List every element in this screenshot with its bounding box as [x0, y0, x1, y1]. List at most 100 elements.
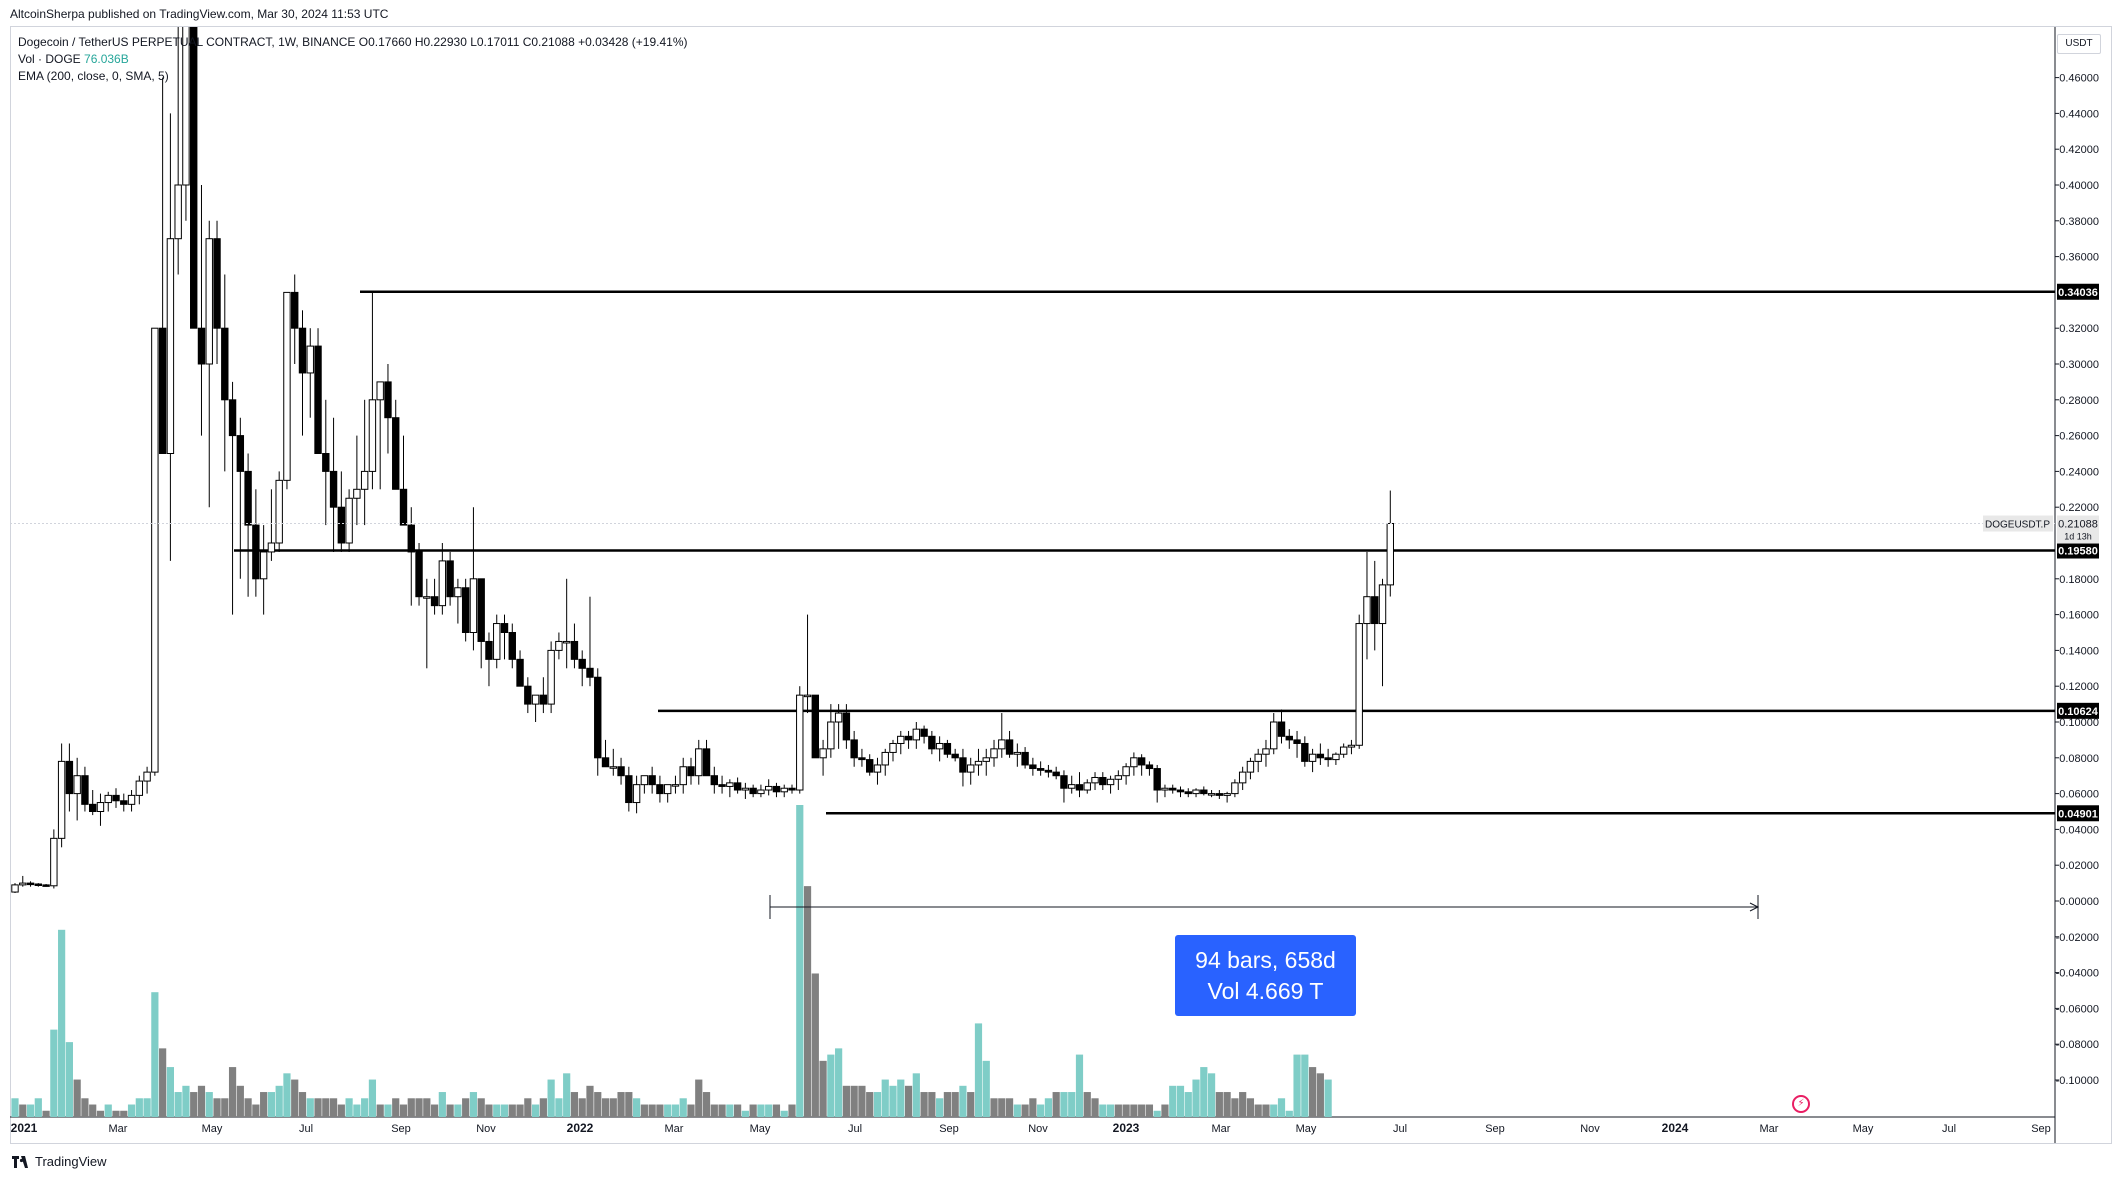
candle[interactable] [982, 748, 990, 776]
candle[interactable] [1277, 709, 1286, 744]
candle[interactable] [1293, 730, 1301, 758]
candle[interactable] [889, 739, 897, 762]
candle[interactable] [120, 793, 128, 812]
candle[interactable] [423, 578, 431, 669]
candle[interactable] [454, 578, 462, 624]
candle[interactable] [469, 507, 478, 651]
candle[interactable] [974, 748, 983, 776]
candle[interactable] [1083, 779, 1091, 794]
candle[interactable] [1161, 784, 1169, 798]
candle[interactable] [1145, 761, 1154, 776]
candle[interactable] [104, 791, 112, 812]
candle[interactable] [1013, 743, 1022, 767]
candle[interactable] [1153, 764, 1161, 803]
candle[interactable] [656, 775, 664, 803]
candle[interactable] [337, 471, 346, 552]
candle[interactable] [827, 704, 835, 758]
candle[interactable] [399, 435, 408, 526]
candle[interactable] [998, 713, 1006, 758]
candle[interactable] [726, 779, 734, 798]
candle[interactable] [376, 381, 384, 490]
candle[interactable] [1200, 786, 1208, 796]
candle[interactable] [446, 551, 454, 606]
candle[interactable] [228, 381, 237, 615]
candle[interactable] [485, 632, 493, 687]
candle[interactable] [415, 543, 423, 606]
candle[interactable] [252, 489, 260, 597]
candle[interactable] [772, 782, 781, 798]
candle[interactable] [34, 883, 43, 887]
candle[interactable] [834, 704, 843, 749]
candle[interactable] [819, 739, 827, 776]
candle[interactable] [96, 793, 105, 826]
candle[interactable] [275, 471, 283, 552]
candle[interactable] [928, 730, 936, 755]
candle[interactable] [788, 784, 796, 794]
candle[interactable] [143, 766, 151, 794]
candle[interactable] [353, 435, 361, 526]
candle[interactable] [1231, 779, 1239, 798]
candle[interactable] [632, 775, 641, 814]
candle[interactable] [1114, 770, 1123, 791]
candle[interactable] [1192, 788, 1200, 798]
candle[interactable] [11, 883, 19, 893]
candle[interactable] [19, 875, 27, 887]
candle[interactable] [967, 757, 975, 785]
candle[interactable] [695, 739, 703, 785]
candle[interactable] [1332, 752, 1340, 765]
candle[interactable] [500, 614, 509, 660]
candle[interactable] [1169, 784, 1177, 794]
candle[interactable] [73, 757, 81, 821]
candle[interactable] [1184, 788, 1192, 798]
candle[interactable] [764, 779, 773, 796]
candle[interactable] [1363, 551, 1371, 660]
candle[interactable] [547, 641, 555, 714]
candle[interactable] [594, 668, 602, 776]
candle[interactable] [943, 739, 952, 758]
candle[interactable] [306, 328, 314, 418]
candle[interactable] [850, 730, 858, 767]
candle[interactable] [1246, 757, 1255, 780]
candle[interactable] [625, 766, 633, 812]
candle[interactable] [244, 453, 252, 597]
candle[interactable] [197, 185, 206, 436]
candle[interactable] [733, 777, 742, 794]
candle[interactable] [555, 632, 563, 660]
candle[interactable] [873, 757, 882, 785]
candle[interactable] [524, 677, 532, 714]
candle[interactable] [1285, 729, 1293, 749]
candle[interactable] [314, 328, 322, 455]
candle[interactable] [461, 578, 470, 642]
candle[interactable] [640, 775, 649, 794]
candle[interactable] [710, 766, 718, 794]
candle[interactable] [679, 757, 687, 794]
candle[interactable] [1176, 786, 1185, 798]
candle[interactable] [1223, 791, 1231, 803]
candle[interactable] [718, 775, 726, 794]
candle[interactable] [803, 614, 812, 714]
candle[interactable] [1021, 747, 1029, 769]
legend-symbol[interactable]: Dogecoin / TetherUS PERPETUAL CONTRACT, … [18, 35, 356, 49]
candle[interactable] [1215, 790, 1224, 799]
candle[interactable] [570, 623, 579, 669]
candle[interactable] [663, 784, 672, 803]
candle[interactable] [881, 748, 889, 776]
candle[interactable] [617, 757, 625, 785]
candle[interactable] [562, 578, 571, 669]
candle[interactable] [291, 274, 299, 365]
candle[interactable] [127, 790, 136, 812]
candle[interactable] [858, 748, 866, 767]
candle[interactable] [1044, 764, 1053, 778]
candle[interactable] [741, 782, 750, 799]
candle[interactable] [151, 327, 159, 776]
candle[interactable] [259, 525, 268, 615]
candle[interactable] [112, 788, 120, 808]
candle[interactable] [1075, 772, 1084, 798]
candle[interactable] [1130, 752, 1138, 776]
candle[interactable] [322, 399, 330, 526]
candle[interactable] [796, 686, 804, 794]
candle[interactable] [89, 790, 97, 816]
candle[interactable] [866, 754, 874, 776]
candle[interactable] [935, 736, 944, 762]
candle[interactable] [1324, 748, 1332, 767]
